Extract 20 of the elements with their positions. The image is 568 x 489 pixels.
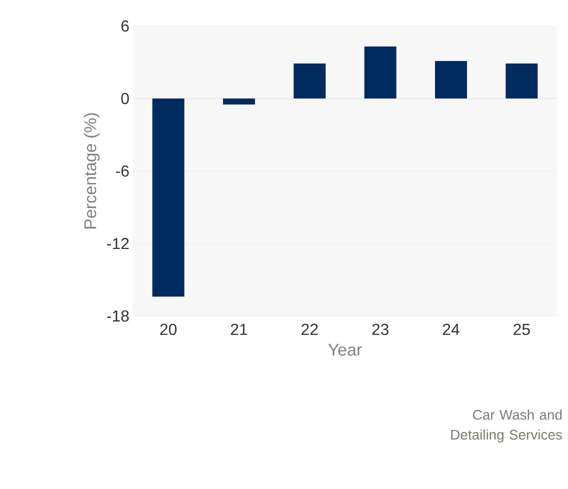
y-tick-label: -6 (116, 165, 129, 177)
text: Car Wash and Detailing Services (451, 410, 562, 442)
x-tick-label: 24 (442, 324, 460, 335)
y-tick-label: 0 (121, 92, 129, 104)
bar (435, 61, 467, 98)
x-tick-label: 21 (230, 324, 248, 335)
x-tick-label: 20 (160, 324, 177, 336)
bar (364, 46, 396, 98)
y-tick-label: 6 (121, 20, 129, 32)
bar (294, 63, 326, 98)
x-tick-label: 25 (514, 324, 530, 336)
x-tick-label: 23 (372, 324, 388, 336)
x-tick-label: 22 (302, 324, 318, 335)
y-tick-label: -18 (107, 310, 129, 322)
x-axis-title: Year (328, 344, 362, 356)
y-axis-title: Percentage (%) (84, 113, 100, 228)
bar (152, 98, 184, 297)
bar (223, 98, 255, 105)
y-tick-label: -12 (107, 238, 129, 250)
bar (506, 63, 538, 98)
